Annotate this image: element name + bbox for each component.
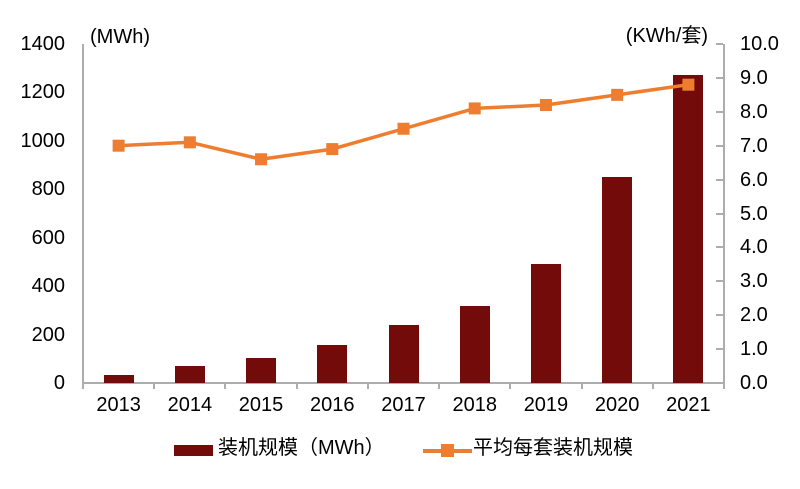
line-marker-icon [397,122,410,135]
y-axis-left-tick-label: 1200 [20,81,66,104]
y-axis-right-tick-label: 8.0 [740,100,768,123]
y-axis-right-tick-label: 5.0 [740,202,768,225]
y-axis-left-tick-label: 200 [31,323,65,346]
y-axis-right-tick [716,212,723,215]
x-axis-tick [580,383,583,389]
y-axis-right-tick [716,246,723,249]
bar [317,345,348,383]
y-axis-right-tick-label: 3.0 [740,270,768,293]
line-marker-icon [539,99,552,112]
x-axis-tick [723,383,725,389]
x-axis-tick [509,383,512,389]
y-axis-left-line [82,44,84,383]
bar [673,75,704,383]
y-axis-left-tick-label: 600 [31,226,65,249]
y-axis-right-tick-label: 10.0 [740,33,779,55]
y-axis-right-tick [716,76,723,79]
x-axis-tick [295,383,298,389]
line-marker-icon [255,153,268,166]
y-axis-right-tick-label: 1.0 [740,338,768,361]
y-axis-right-tick-label: 2.0 [740,304,768,327]
y-axis-right-tick [716,314,723,317]
x-axis-line [82,382,725,384]
right-axis-unit-label: (KWh/套) [625,25,708,47]
y-axis-right-line [723,44,725,383]
x-axis-tick-label: 2020 [594,394,640,416]
x-axis-tick-label: 2017 [381,394,426,416]
y-axis-right-tick [716,178,723,181]
y-axis-right-tick-label: 4.0 [740,236,768,259]
x-axis-tick-label: 2021 [666,394,711,416]
y-axis-right-tick-label: 6.0 [740,168,768,191]
x-axis-tick-label: 2019 [523,394,569,416]
bar [246,357,277,383]
y-axis-left-tick-label: 400 [31,275,65,298]
x-axis-tick-label: 2018 [452,394,497,416]
y-axis-right-tick-label: 7.0 [740,134,768,157]
y-axis-right-tick-label: 9.0 [740,66,768,89]
y-axis-right-tick [716,348,723,351]
y-axis-right-tick [716,382,723,384]
x-axis-tick-label: 2014 [167,394,213,416]
x-axis-tick-label: 2015 [238,394,284,416]
line-marker-icon [112,139,125,152]
y-axis-right-tick [716,43,723,45]
line-series [118,82,689,162]
line-marker-icon [468,102,481,115]
y-axis-left-tick-label: 1000 [20,129,66,152]
bar [530,264,561,383]
x-axis-tick [82,383,84,389]
y-axis-left-tick-label: 800 [31,178,65,201]
x-axis-tick [651,383,654,389]
bar [103,374,134,383]
y-axis-left-tick-label: 1400 [20,33,66,55]
y-axis-right-tick [716,144,723,147]
x-axis-tick [224,383,227,389]
left-axis-unit-label: (MWh) [90,26,150,48]
x-axis-tick [366,383,369,389]
x-axis-tick [438,383,441,389]
x-axis-tick [153,383,156,389]
bar [388,324,419,383]
x-axis-tick-label: 2013 [96,394,141,416]
y-axis-right-tick [716,110,723,113]
y-axis-left-tick-label: 0 [53,372,65,394]
x-axis-tick-label: 2016 [310,394,355,416]
bar [459,305,490,383]
bar [174,366,205,383]
y-axis-right-tick [716,280,723,283]
line-marker-icon [611,88,624,101]
line-marker-icon [326,143,339,156]
y-axis-right-tick-label: 0.0 [740,372,768,394]
line-marker-icon [183,136,196,149]
bar [602,177,633,383]
